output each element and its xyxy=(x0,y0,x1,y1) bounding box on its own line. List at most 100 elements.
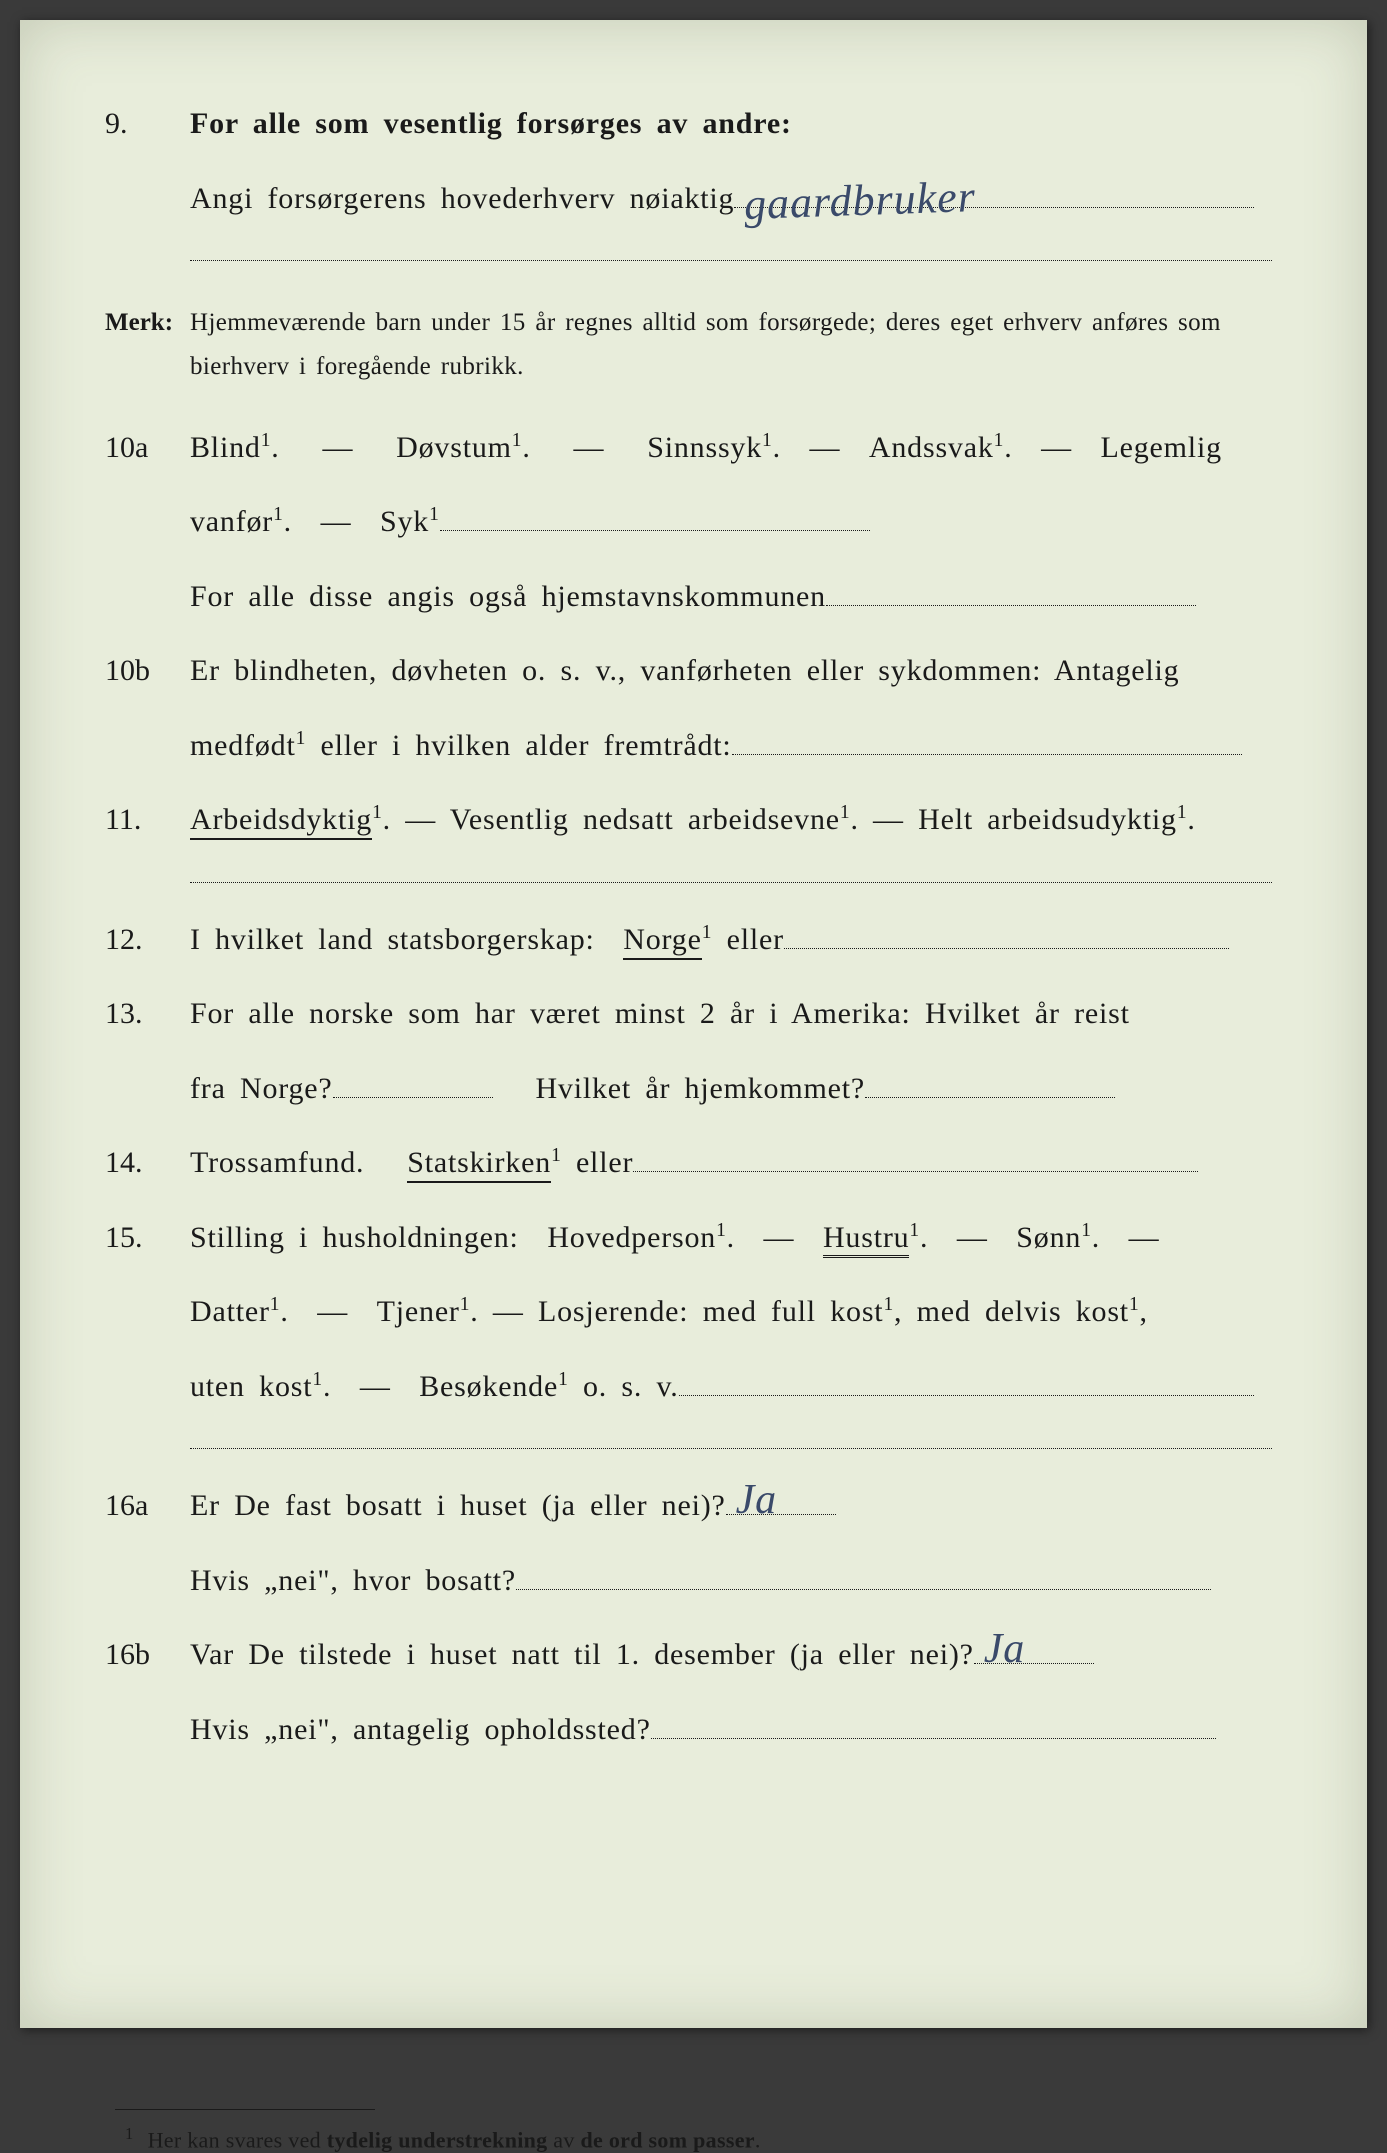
footnote-post: . xyxy=(755,2127,761,2152)
q13-year-return-line[interactable] xyxy=(865,1068,1115,1098)
q10a-line3-text: For alle disse angis også hjemstavnskomm… xyxy=(190,580,826,613)
q9-line1: For alle som vesentlig forsørges av andr… xyxy=(190,95,1272,154)
q9-handwritten-answer: gaardbruker xyxy=(743,153,978,247)
q16a-bosatt-line[interactable] xyxy=(516,1560,1211,1590)
q10a-opt-blind[interactable]: Blind xyxy=(190,431,261,464)
q12-pre: I hvilket land statsborgerskap: xyxy=(190,923,595,956)
footnote-bold1: tydelig understrekning xyxy=(327,2127,548,2152)
q10a-opt-legemlig[interactable]: Legemlig xyxy=(1101,431,1222,464)
q10a-opt-syk[interactable]: Syk xyxy=(380,505,429,538)
q15-number: 15. xyxy=(105,1209,190,1268)
q10b-line2b: eller i hvilken alder fremtrådt: xyxy=(320,729,731,762)
question-10a: 10a Blind1. — Døvstum1. — Sinnssyk1. — A… xyxy=(105,419,1272,478)
q9-answer-line[interactable]: gaardbruker xyxy=(734,178,1254,208)
question-15-line3: uten kost1. — Besøkende1 o. s. v. xyxy=(105,1358,1272,1417)
divider-after-q9 xyxy=(190,260,1272,261)
footnote-number: 1 xyxy=(125,2124,134,2143)
q13-year-left-line[interactable] xyxy=(333,1068,493,1098)
q15-opt-datter[interactable]: Datter xyxy=(190,1295,270,1328)
q14-post: eller xyxy=(576,1146,633,1179)
q13-line2a: fra Norge? xyxy=(190,1072,333,1105)
q16b-line1: Var De tilstede i huset natt til 1. dese… xyxy=(190,1638,974,1671)
q10a-opt-vanfor[interactable]: vanfør xyxy=(190,505,273,538)
question-10b-line2: medfødt1 eller i hvilken alder fremtrådt… xyxy=(105,717,1272,776)
question-10a-line3: For alle disse angis også hjemstavnskomm… xyxy=(105,568,1272,627)
q15-opt-hustru[interactable]: Hustru xyxy=(823,1221,909,1258)
q10b-line1: Er blindheten, døvheten o. s. v., vanfør… xyxy=(190,642,1272,701)
q15-losjerende: Losjerende: med full kost xyxy=(538,1295,883,1328)
q16a-line2: Hvis „nei", hvor bosatt? xyxy=(190,1564,516,1597)
q10a-opt-sinnssyk[interactable]: Sinnssyk xyxy=(647,431,762,464)
q15-opt-uten-kost[interactable]: uten kost xyxy=(190,1370,312,1403)
question-10a-line2: vanfør1. — Syk1 xyxy=(105,493,1272,552)
q15-answer-line[interactable] xyxy=(679,1366,1254,1396)
q14-answer-line[interactable] xyxy=(633,1142,1198,1172)
q15-opt-tjener[interactable]: Tjener xyxy=(377,1295,460,1328)
q16b-line2: Hvis „nei", antagelig opholdssted? xyxy=(190,1713,651,1746)
q13-line1: For alle norske som har været minst 2 år… xyxy=(190,985,1272,1044)
q14-number: 14. xyxy=(105,1134,190,1193)
q10a-opt-andssvak[interactable]: Andssvak xyxy=(869,431,994,464)
q12-answer-line[interactable] xyxy=(784,919,1229,949)
question-16a-line2: Hvis „nei", hvor bosatt? xyxy=(105,1552,1272,1611)
q15-opt-hovedperson[interactable]: Hovedperson xyxy=(547,1221,716,1254)
q9-number: 9. xyxy=(105,95,190,154)
q15-osv: o. s. v. xyxy=(583,1370,679,1403)
q16a-handwritten: Ja xyxy=(736,1460,777,1542)
merk-label: Merk: xyxy=(105,309,190,337)
q10b-number: 10b xyxy=(105,642,190,701)
footnote-bold2: de ord som passer xyxy=(580,2127,754,2152)
merk-text: Hjemmeværende barn under 15 år regnes al… xyxy=(190,301,1272,389)
q16a-line1: Er De fast bosatt i huset (ja eller nei)… xyxy=(190,1489,726,1522)
q10a-kommune-line[interactable] xyxy=(826,576,1196,606)
question-16a: 16a Er De fast bosatt i huset (ja eller … xyxy=(105,1477,1272,1536)
q16b-handwritten: Ja xyxy=(984,1609,1025,1691)
q14-opt-statskirken[interactable]: Statskirken xyxy=(407,1146,551,1183)
divider-after-q15 xyxy=(190,1448,1272,1449)
q12-opt-norge[interactable]: Norge xyxy=(623,923,701,960)
question-15: 15. Stilling i husholdningen: Hovedperso… xyxy=(105,1209,1272,1268)
q11-opt-arbeidsdyktig[interactable]: Arbeidsdyktig xyxy=(190,803,372,840)
question-15-line2: Datter1. — Tjener1. — Losjerende: med fu… xyxy=(105,1283,1272,1342)
divider-after-q11 xyxy=(190,882,1272,883)
q12-number: 12. xyxy=(105,911,190,970)
footnote-rule xyxy=(115,2109,375,2110)
q13-line2b: Hvilket år hjemkommet? xyxy=(535,1072,865,1105)
footnote-mid: av xyxy=(547,2127,580,2152)
q10b-opt-medfodt[interactable]: medfødt xyxy=(190,729,296,762)
question-16b-line2: Hvis „nei", antagelig opholdssted? xyxy=(105,1701,1272,1760)
q16b-answer-line[interactable]: Ja xyxy=(974,1634,1094,1664)
q10a-answer-line[interactable] xyxy=(440,501,870,531)
q15-delvis-kost[interactable]: med delvis kost xyxy=(917,1295,1129,1328)
q11-opt-udyktig[interactable]: Helt arbeidsudyktig xyxy=(918,803,1177,836)
question-12: 12. I hvilket land statsborgerskap: Norg… xyxy=(105,911,1272,970)
q10a-opt-dovstum[interactable]: Døvstum xyxy=(396,431,512,464)
q13-number: 13. xyxy=(105,985,190,1044)
q14-pre: Trossamfund. xyxy=(190,1146,364,1179)
question-13: 13. For alle norske som har været minst … xyxy=(105,985,1272,1044)
census-form-page: 9. For alle som vesentlig forsørges av a… xyxy=(20,20,1367,2028)
q15-pre: Stilling i husholdningen: xyxy=(190,1221,519,1254)
question-16b: 16b Var De tilstede i huset natt til 1. … xyxy=(105,1626,1272,1685)
question-14: 14. Trossamfund. Statskirken1 eller xyxy=(105,1134,1272,1193)
q15-opt-besokende[interactable]: Besøkende xyxy=(419,1370,558,1403)
question-9-line2: Angi forsørgerens hovederhverv nøiaktigg… xyxy=(105,170,1272,229)
q12-post: eller xyxy=(727,923,784,956)
q15-opt-sonn[interactable]: Sønn xyxy=(1016,1221,1081,1254)
q10b-answer-line[interactable] xyxy=(732,725,1242,755)
question-10b: 10b Er blindheten, døvheten o. s. v., va… xyxy=(105,642,1272,701)
footnote: 1 Her kan svares ved tydelig understrekni… xyxy=(125,2124,1272,2153)
question-11: 11. Arbeidsdyktig1. — Vesentlig nedsatt … xyxy=(105,791,1272,850)
note-merk: Merk: Hjemmeværende barn under 15 år reg… xyxy=(105,301,1272,389)
question-9: 9. For alle som vesentlig forsørges av a… xyxy=(105,95,1272,154)
question-13-line2: fra Norge? Hvilket år hjemkommet? xyxy=(105,1060,1272,1119)
q16b-number: 16b xyxy=(105,1626,190,1685)
q16b-opholdssted-line[interactable] xyxy=(651,1709,1216,1739)
q16a-answer-line[interactable]: Ja xyxy=(726,1485,836,1515)
q11-number: 11. xyxy=(105,791,190,850)
footnote-pre: Her kan svares ved xyxy=(148,2127,327,2152)
q9-line2-label: Angi forsørgerens hovederhverv nøiaktig xyxy=(190,182,734,215)
q11-opt-nedsatt[interactable]: Vesentlig nedsatt arbeidsevne xyxy=(450,803,840,836)
q10a-number: 10a xyxy=(105,419,190,478)
q16a-number: 16a xyxy=(105,1477,190,1536)
